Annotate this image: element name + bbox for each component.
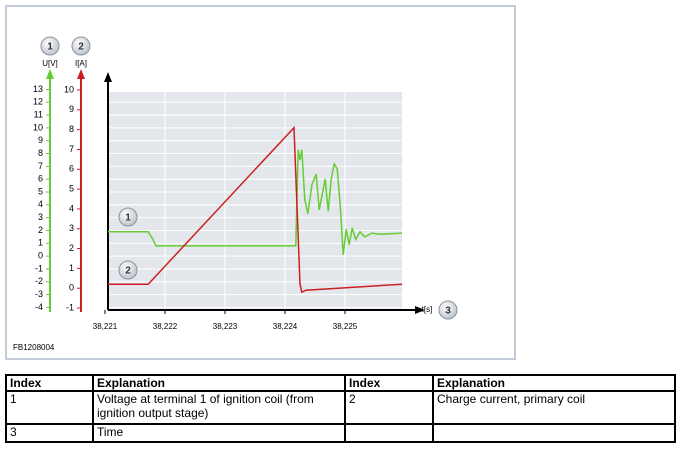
cell: 2 bbox=[344, 390, 434, 425]
series-callout-ball bbox=[118, 207, 138, 227]
header-cell: Explanation bbox=[432, 374, 676, 392]
series-callout: 1 bbox=[125, 213, 131, 224]
header-cell: Index bbox=[344, 374, 434, 392]
y-tick-label: -1 bbox=[35, 263, 43, 273]
y2-tick-label: 5 bbox=[69, 183, 74, 193]
x-axis-callout: 3 bbox=[445, 306, 451, 317]
cell bbox=[432, 423, 676, 443]
y2-tick-label: 4 bbox=[69, 203, 74, 213]
cell: Voltage at terminal 1 of ignition coil (… bbox=[92, 390, 346, 425]
y2-tick-label: 1 bbox=[69, 263, 74, 273]
legend-table: Index Explanation Index Explanation 1 Vo… bbox=[5, 374, 676, 443]
x-tick-label: 38,223 bbox=[213, 322, 238, 331]
plot-axis-arrow bbox=[104, 72, 112, 82]
table-header: Index Explanation Index Explanation bbox=[5, 374, 676, 392]
y-axis-label: U[V] bbox=[42, 59, 58, 68]
series-line bbox=[108, 125, 403, 294]
y2-tick-label: 10 bbox=[64, 84, 74, 94]
axis-callout-ball bbox=[71, 36, 91, 56]
y2-tick-label: 7 bbox=[69, 144, 74, 154]
figure-frame: FB1208004 -4 -3 -2 -1 0 1 2 3 4 5 6 7 8 9 10 11 12 13 -1 0 1… bbox=[5, 5, 516, 360]
axis-callout-ball bbox=[40, 36, 60, 56]
series-line bbox=[108, 149, 403, 255]
y-tick-label: 13 bbox=[33, 84, 43, 94]
y-tick-label: 12 bbox=[33, 97, 43, 107]
y-tick-label: -3 bbox=[35, 289, 43, 299]
x-tick-label: 38,221 bbox=[93, 322, 118, 331]
x-tick-label: 38,222 bbox=[153, 322, 178, 331]
y2-tick-label: 9 bbox=[69, 104, 74, 114]
y-tick-label: 5 bbox=[38, 186, 43, 196]
y-tick-label: 2 bbox=[38, 225, 43, 235]
y2-axis-label: I[A] bbox=[75, 59, 87, 68]
chart: FB1208004 -4-3-2-1012345678910111213-101… bbox=[13, 36, 458, 352]
plot-area bbox=[108, 92, 402, 310]
cell bbox=[344, 423, 434, 443]
header-cell: Index bbox=[5, 374, 94, 392]
y2-axis-arrow bbox=[77, 69, 85, 79]
y-axis-arrow bbox=[46, 69, 54, 79]
y2-tick-label: 2 bbox=[69, 243, 74, 253]
series-callout-ball bbox=[118, 260, 138, 280]
cell-text: Voltage at terminal 1 of ignition coil (… bbox=[97, 392, 314, 420]
y-tick-label: 9 bbox=[38, 135, 43, 145]
y-tick-label: 8 bbox=[38, 148, 43, 158]
y2-tick-label: 3 bbox=[69, 223, 74, 233]
axis-callout: 2 bbox=[78, 42, 84, 53]
cell: Charge current, primary coil bbox=[432, 390, 676, 425]
y2-tick-label: 6 bbox=[69, 164, 74, 174]
y-tick-label: 0 bbox=[38, 251, 43, 261]
y2-tick-label: 8 bbox=[69, 124, 74, 134]
y-tick-label: 4 bbox=[38, 199, 43, 209]
x-axis-label: t[s] bbox=[422, 305, 433, 314]
x-axis-arrow bbox=[415, 306, 425, 314]
y-tick-label: 10 bbox=[33, 122, 43, 132]
y2-tick-label: 0 bbox=[69, 283, 74, 293]
y-tick-label: 7 bbox=[38, 161, 43, 171]
x-tick-label: 38,225 bbox=[333, 322, 358, 331]
cell: Time bbox=[92, 423, 346, 443]
y-tick-label: 6 bbox=[38, 174, 43, 184]
y2-tick-label: -1 bbox=[66, 302, 74, 312]
y-tick-label: 3 bbox=[38, 212, 43, 222]
x-tick-label: 38,224 bbox=[273, 322, 298, 331]
cell: 3 bbox=[5, 423, 94, 443]
y-tick-label: -2 bbox=[35, 276, 43, 286]
figure-id: FB1208004 bbox=[13, 343, 55, 352]
x-axis-callout-ball bbox=[438, 300, 458, 320]
table-row: 3 Time bbox=[5, 423, 676, 443]
y-tick-label: 1 bbox=[38, 238, 43, 248]
y-tick-label: 11 bbox=[34, 109, 43, 119]
series-callout: 2 bbox=[125, 266, 131, 277]
header-cell: Explanation bbox=[92, 374, 346, 392]
y-tick-label: -4 bbox=[35, 302, 43, 312]
axis-callout: 1 bbox=[47, 42, 53, 53]
table-row: 1 Voltage at terminal 1 of ignition coil… bbox=[5, 390, 676, 425]
cell: 1 bbox=[5, 390, 94, 425]
